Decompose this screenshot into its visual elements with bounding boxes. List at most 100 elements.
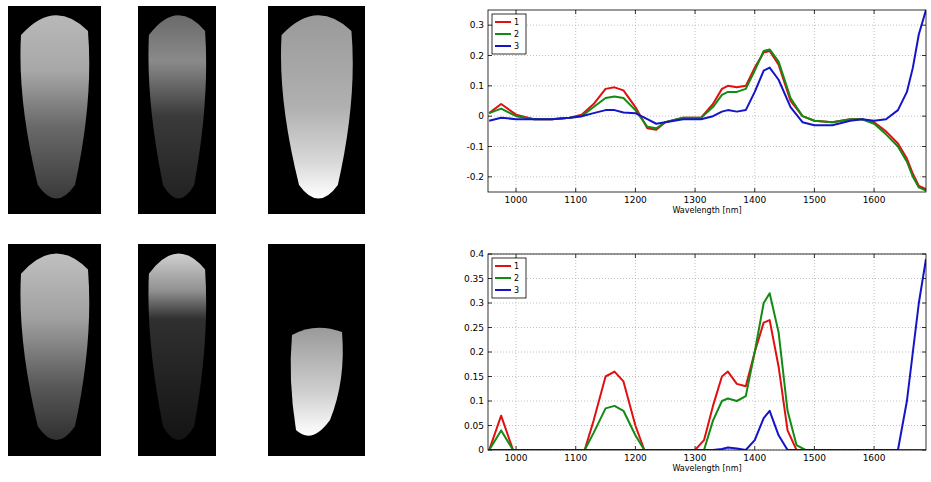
tick <box>516 188 517 192</box>
abundance-map-bg <box>138 6 216 214</box>
series-group <box>489 259 926 450</box>
x-tick-label: 1000 <box>505 453 528 463</box>
series-group <box>489 10 926 190</box>
tick <box>922 116 926 117</box>
tick <box>814 188 815 192</box>
grid-line <box>488 401 926 402</box>
x-tick-label: 1100 <box>564 453 587 463</box>
y-tick-label: 0.1 <box>470 396 484 406</box>
tick <box>922 55 926 56</box>
grid-line <box>488 352 926 353</box>
x-tick-label: 1500 <box>803 195 826 205</box>
abundance-map-bg <box>268 244 365 456</box>
x-tick-label: 1400 <box>743 195 766 205</box>
grid-line <box>575 10 576 192</box>
legend-swatch <box>495 33 511 35</box>
tick <box>814 254 815 258</box>
legend-label: 3 <box>514 286 519 295</box>
y-tick-label: 0.25 <box>464 323 484 333</box>
tick <box>488 55 492 56</box>
tick <box>488 116 492 117</box>
tick <box>635 254 636 258</box>
y-tick-label: 0.05 <box>464 421 484 431</box>
legend-box <box>492 258 526 298</box>
tick <box>922 146 926 147</box>
abundance-map <box>148 15 206 198</box>
abundance-map-bg <box>138 244 216 456</box>
tick <box>488 85 492 86</box>
grid-line <box>488 278 926 279</box>
abundance-map <box>281 15 353 198</box>
legend-label: 2 <box>514 30 519 39</box>
abundance-map-bg <box>268 6 365 214</box>
tick <box>922 401 926 402</box>
tick <box>695 188 696 192</box>
legend-swatch <box>495 265 511 267</box>
x-tick-label: 1300 <box>684 195 707 205</box>
tick <box>635 10 636 14</box>
y-tick-label: 0.2 <box>470 51 484 61</box>
grid-line <box>695 10 696 192</box>
x-tick-label: 1000 <box>505 195 528 205</box>
legend-box <box>492 14 526 54</box>
x-tick-label: 1600 <box>863 195 886 205</box>
grid-line <box>488 116 926 117</box>
tick <box>754 188 755 192</box>
x-tick-label: 1600 <box>863 453 886 463</box>
tick <box>516 254 517 258</box>
tick <box>575 254 576 258</box>
tick <box>488 327 492 328</box>
grid-line <box>488 85 926 86</box>
plot-area <box>488 254 926 450</box>
legend-swatch <box>495 289 511 291</box>
tick <box>635 188 636 192</box>
abundance-map-bg <box>8 244 101 456</box>
series-line <box>489 293 926 450</box>
tick <box>922 85 926 86</box>
grid-line <box>488 55 926 56</box>
grid-line <box>488 376 926 377</box>
tick <box>754 254 755 258</box>
legend-swatch <box>495 45 511 47</box>
y-tick-label: -0.1 <box>466 142 484 152</box>
tick <box>488 376 492 377</box>
tick <box>488 146 492 147</box>
legend-label: 2 <box>514 274 519 283</box>
tick <box>754 10 755 14</box>
tick <box>695 254 696 258</box>
grid-line <box>754 10 755 192</box>
tick <box>922 376 926 377</box>
grid-line <box>488 146 926 147</box>
legend-label: 1 <box>514 18 519 27</box>
tick <box>488 425 492 426</box>
y-tick-label: 0.15 <box>464 372 484 382</box>
tick <box>874 10 875 14</box>
plot-area <box>488 10 926 192</box>
y-tick-label: 0.2 <box>470 347 484 357</box>
abundance-map-bg <box>8 6 101 214</box>
y-tick-label: 0 <box>478 111 484 121</box>
tick <box>922 303 926 304</box>
chart: 100011001200130014001500160000.050.10.15… <box>464 249 926 473</box>
tick <box>488 352 492 353</box>
tick <box>874 254 875 258</box>
grid-line <box>874 10 875 192</box>
tick <box>516 10 517 14</box>
tick <box>922 327 926 328</box>
y-tick-label: -0.2 <box>466 172 484 182</box>
tick <box>488 278 492 279</box>
legend: 123 <box>492 14 526 54</box>
x-tick-label: 1400 <box>743 453 766 463</box>
x-tick-label: 1500 <box>803 453 826 463</box>
tick <box>922 425 926 426</box>
y-tick-label: 0.35 <box>464 274 484 284</box>
tick <box>488 176 492 177</box>
tick <box>488 303 492 304</box>
grid-line <box>874 254 875 450</box>
abundance-map <box>20 15 89 198</box>
abundance-map <box>148 253 206 440</box>
grid-line <box>488 303 926 304</box>
y-tick-label: 0.3 <box>470 20 484 30</box>
series-line <box>489 320 926 450</box>
x-axis-label: Wavelength [nm] <box>672 206 741 215</box>
